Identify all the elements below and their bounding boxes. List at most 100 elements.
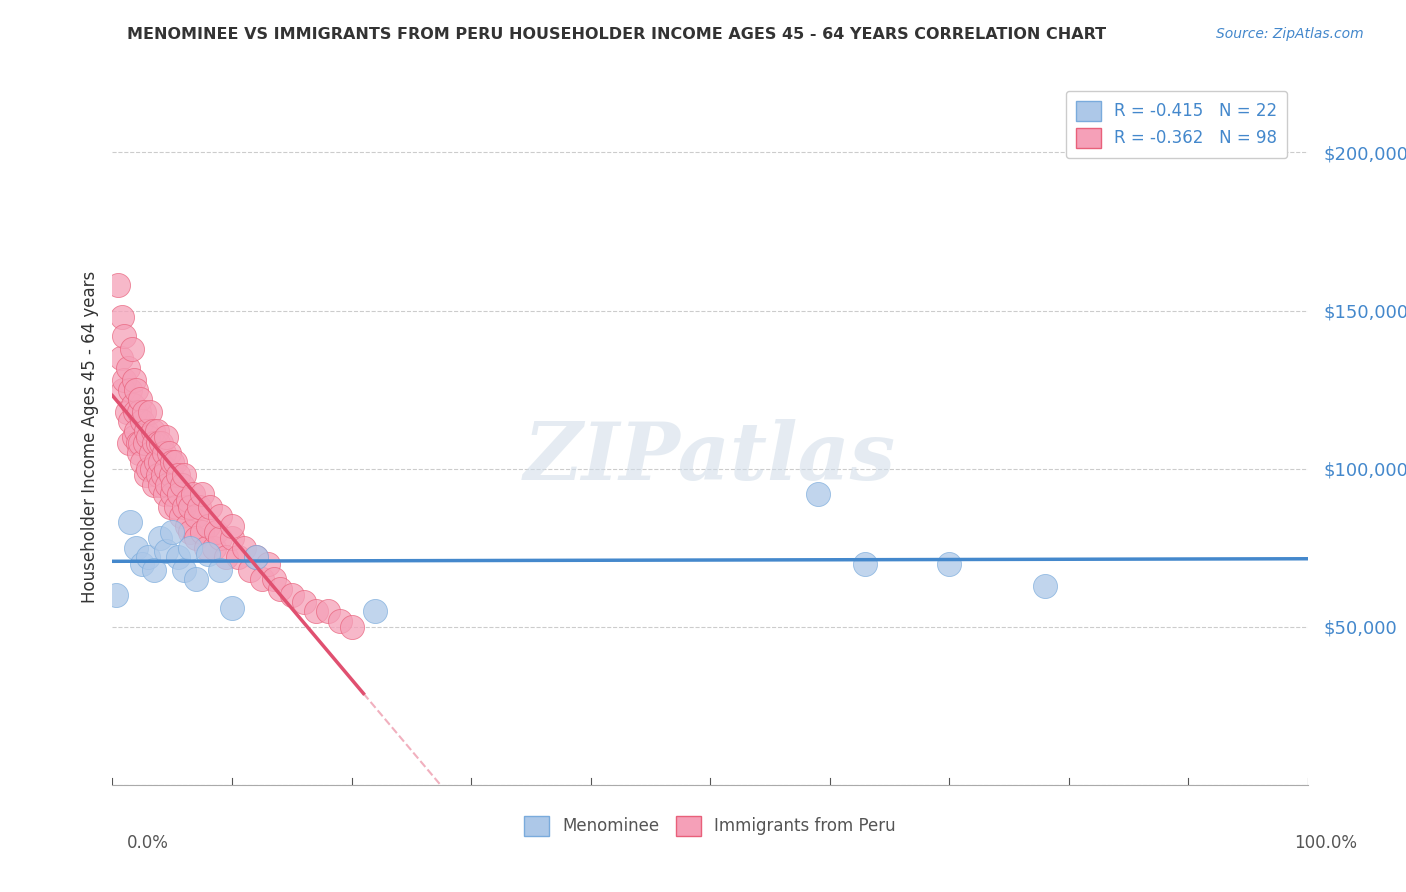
- Point: [165, 500, 187, 514]
- Point: [215, 550, 238, 565]
- Point: [305, 604, 328, 618]
- Point: [117, 360, 139, 375]
- Point: [121, 342, 143, 356]
- Point: [107, 278, 129, 293]
- Point: [128, 446, 150, 460]
- Point: [120, 383, 142, 397]
- Point: [340, 620, 363, 634]
- Point: [121, 399, 143, 413]
- Point: [209, 531, 232, 545]
- Point: [122, 373, 145, 387]
- Point: [179, 524, 201, 539]
- Point: [173, 500, 195, 514]
- Point: [120, 414, 142, 428]
- Point: [143, 563, 166, 577]
- Point: [177, 493, 200, 508]
- Point: [162, 487, 183, 501]
- Point: [141, 461, 163, 475]
- Text: Source: ZipAtlas.com: Source: ZipAtlas.com: [1216, 27, 1364, 41]
- Point: [146, 436, 169, 450]
- Point: [938, 557, 960, 571]
- Text: MENOMINEE VS IMMIGRANTS FROM PERU HOUSEHOLDER INCOME AGES 45 - 64 YEARS CORRELAT: MENOMINEE VS IMMIGRANTS FROM PERU HOUSEH…: [127, 27, 1105, 42]
- Point: [138, 405, 160, 419]
- Point: [153, 446, 176, 460]
- Point: [281, 588, 304, 602]
- Point: [112, 383, 135, 397]
- Point: [364, 604, 387, 618]
- Point: [118, 436, 141, 450]
- Point: [855, 557, 877, 571]
- Point: [181, 487, 204, 501]
- Point: [138, 430, 160, 444]
- Point: [209, 563, 232, 577]
- Text: 0.0%: 0.0%: [127, 834, 169, 852]
- Point: [162, 524, 183, 539]
- Point: [179, 500, 201, 514]
- Point: [159, 500, 181, 514]
- Point: [329, 614, 352, 628]
- Point: [173, 563, 195, 577]
- Point: [169, 509, 191, 524]
- Point: [105, 588, 128, 602]
- Point: [131, 455, 153, 469]
- Point: [155, 430, 177, 444]
- Point: [145, 424, 167, 438]
- Point: [132, 405, 155, 419]
- Point: [156, 477, 179, 491]
- Point: [135, 468, 157, 483]
- Text: ZIPatlas: ZIPatlas: [524, 419, 896, 497]
- Point: [221, 531, 243, 545]
- Point: [169, 487, 191, 501]
- Point: [179, 541, 201, 555]
- Point: [173, 468, 195, 483]
- Point: [233, 541, 256, 555]
- Point: [202, 541, 225, 555]
- Point: [134, 436, 156, 450]
- Point: [129, 392, 152, 406]
- Point: [124, 405, 146, 419]
- Point: [142, 424, 165, 438]
- Point: [209, 509, 232, 524]
- Point: [316, 604, 339, 618]
- Point: [146, 468, 169, 483]
- Text: 100.0%: 100.0%: [1294, 834, 1357, 852]
- Point: [143, 477, 166, 491]
- Point: [143, 436, 166, 450]
- Point: [239, 563, 262, 577]
- Point: [167, 550, 190, 565]
- Point: [191, 524, 214, 539]
- Point: [162, 477, 184, 491]
- Point: [125, 541, 148, 555]
- Point: [115, 405, 138, 419]
- Point: [125, 424, 148, 438]
- Point: [111, 310, 134, 324]
- Point: [139, 446, 162, 460]
- Point: [125, 383, 148, 397]
- Point: [157, 446, 180, 460]
- Point: [163, 455, 186, 469]
- Point: [127, 436, 149, 450]
- Point: [194, 541, 217, 555]
- Point: [807, 487, 830, 501]
- Point: [114, 373, 135, 387]
- Point: [197, 518, 219, 533]
- Point: [221, 518, 243, 533]
- Point: [122, 430, 145, 444]
- Point: [263, 573, 285, 587]
- Legend: Menominee, Immigrants from Peru: Menominee, Immigrants from Peru: [517, 809, 903, 843]
- Point: [187, 500, 209, 514]
- Point: [292, 594, 315, 608]
- Point: [131, 414, 153, 428]
- Point: [128, 405, 150, 419]
- Point: [138, 550, 160, 565]
- Point: [149, 477, 172, 491]
- Point: [160, 468, 183, 483]
- Point: [257, 557, 280, 571]
- Point: [167, 468, 190, 483]
- Point: [176, 518, 198, 533]
- Point: [110, 351, 132, 365]
- Point: [221, 600, 243, 615]
- Point: [186, 573, 208, 587]
- Point: [155, 544, 177, 558]
- Point: [269, 582, 291, 596]
